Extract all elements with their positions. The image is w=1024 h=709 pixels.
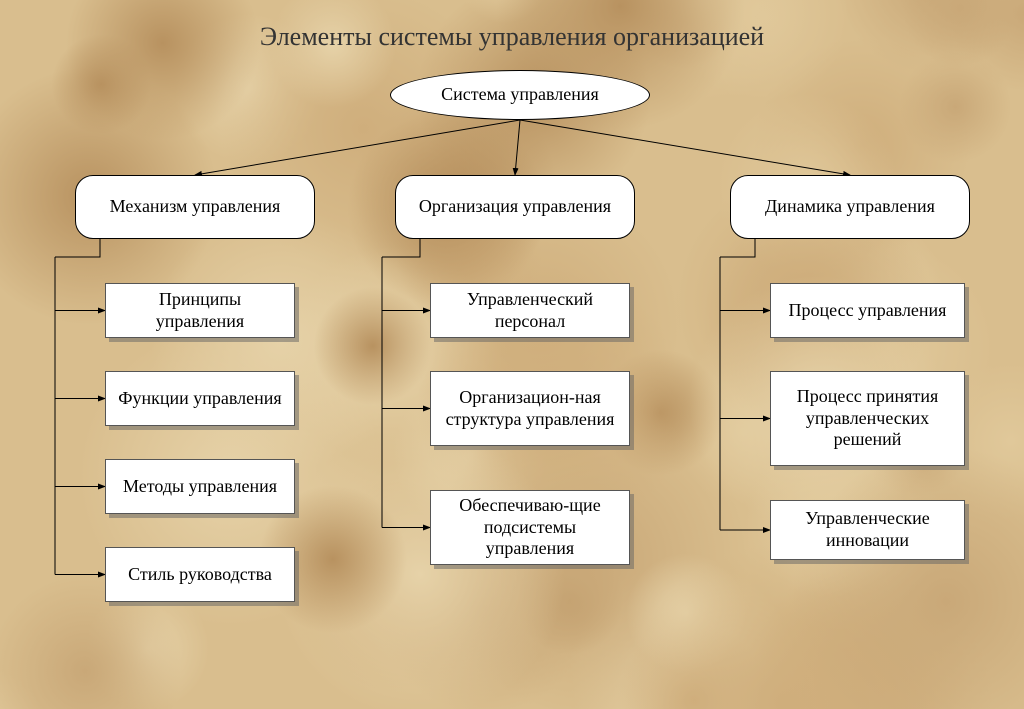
leaf-b3-2: Процесс принятия управленческих решений <box>770 371 965 466</box>
root-node: Система управления <box>390 70 650 120</box>
leaf-b1-2: Функции управления <box>105 371 295 426</box>
branch-node-1: Механизм управления <box>75 175 315 239</box>
leaf-b1-4: Стиль руководства <box>105 547 295 602</box>
leaf-b1-3: Методы управления <box>105 459 295 514</box>
leaf-b2-3: Обеспечиваю-щие подсистемы управления <box>430 490 630 565</box>
leaf-b2-2: Организацион-ная структура управления <box>430 371 630 446</box>
branch-node-2: Организация управления <box>395 175 635 239</box>
leaf-b2-1: Управленческий персонал <box>430 283 630 338</box>
leaf-b1-1: Принципы управления <box>105 283 295 338</box>
page-title: Элементы системы управления организацией <box>0 22 1024 52</box>
leaf-b3-3: Управленческие инновации <box>770 500 965 560</box>
branch-node-3: Динамика управления <box>730 175 970 239</box>
leaf-b3-1: Процесс управления <box>770 283 965 338</box>
